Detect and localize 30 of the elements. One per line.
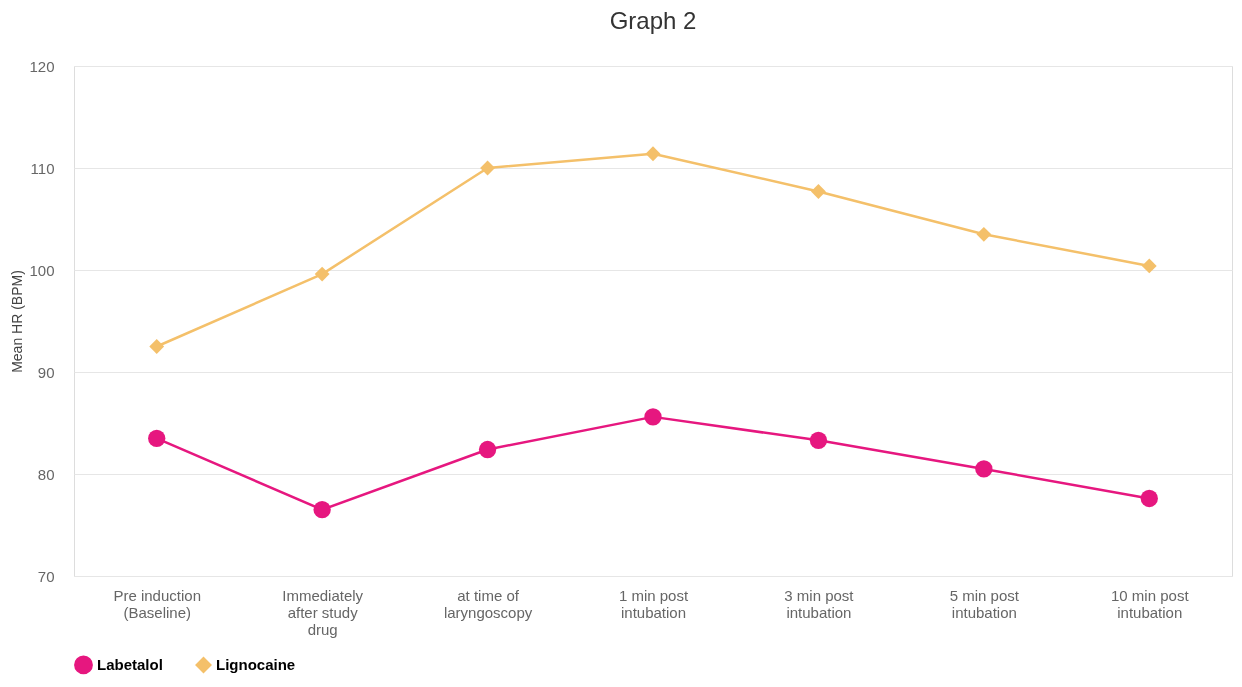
x-tick-label: 1 min post intubation — [618, 586, 689, 621]
point — [478, 440, 497, 459]
point — [313, 501, 331, 519]
x-tick-label: 3 min post intubation — [784, 586, 855, 621]
point — [1141, 258, 1157, 274]
legend-label: Labetalol — [97, 655, 163, 673]
x-tick-label: at time of laryngoscopy — [443, 586, 533, 621]
point — [975, 460, 993, 478]
point — [1140, 489, 1158, 508]
legend-label: Lignocaine — [216, 656, 296, 674]
chart-title: Graph 2 — [609, 7, 697, 34]
point — [644, 408, 662, 426]
point — [645, 146, 661, 162]
point — [809, 431, 828, 449]
x-tick-label: Immediately after study drug — [282, 586, 364, 638]
y-tick-label: 110 — [30, 159, 55, 177]
y-tick-label: 80 — [37, 465, 55, 483]
point — [314, 266, 330, 282]
point — [148, 429, 166, 447]
point — [149, 339, 165, 354]
y-tick-label: 100 — [29, 261, 55, 279]
point — [811, 184, 826, 199]
x-tick-label: 5 min post intubation — [949, 586, 1020, 621]
y-axis-title: Mean HR (BPM) — [9, 270, 26, 373]
y-tick-label: 90 — [37, 363, 55, 381]
x-tick-label: Pre induction (Baseline) — [113, 586, 201, 621]
y-tick-label: 70 — [37, 567, 55, 585]
y-tick-label: 120 — [29, 57, 55, 75]
x-tick-label: 10 min post intubation — [1111, 586, 1190, 621]
point — [976, 226, 992, 242]
